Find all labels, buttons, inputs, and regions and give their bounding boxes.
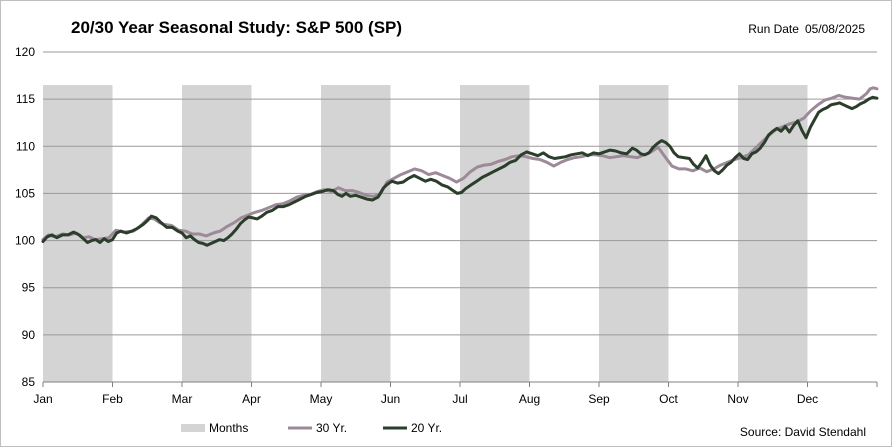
- y-tick-label: 120: [15, 45, 35, 59]
- run-date-label: Run Date: [748, 22, 799, 36]
- legend-label-30yr: 30 Yr.: [316, 421, 347, 435]
- x-tick-label: Jun: [381, 392, 400, 406]
- y-tick-label: 90: [22, 328, 36, 342]
- x-tick-label: Mar: [172, 392, 193, 406]
- y-tick-label: 85: [22, 375, 36, 389]
- month-band-sep: [599, 85, 669, 382]
- legend-label-20yr: 20 Yr.: [411, 421, 442, 435]
- month-band-nov: [738, 85, 808, 382]
- x-tick-label: Nov: [727, 392, 748, 406]
- x-tick-label: May: [310, 392, 333, 406]
- legend-label-months: Months: [209, 421, 248, 435]
- run-date: Run Date 05/08/2025: [748, 22, 865, 36]
- x-tick-label: Apr: [242, 392, 261, 406]
- series-line-20yr: [41, 95, 879, 247]
- x-tick-label: Oct: [659, 392, 678, 406]
- month-band-jul: [460, 85, 530, 382]
- source-credit: Source: David Stendahl: [739, 425, 866, 439]
- x-tick-label: Aug: [519, 392, 540, 406]
- legend: Months 30 Yr. 20 Yr.: [181, 421, 442, 435]
- x-tick-label: Jan: [33, 392, 52, 406]
- x-tick-label: Feb: [102, 392, 123, 406]
- legend-swatch-months: [181, 424, 205, 432]
- y-tick-label: 100: [15, 234, 35, 248]
- run-date-value: 05/08/2025: [804, 22, 865, 36]
- month-band-may: [321, 85, 391, 382]
- x-tick-label: Dec: [797, 392, 818, 406]
- grid-lines: [43, 51, 877, 336]
- chart-title: 20/30 Year Seasonal Study: S&P 500 (SP): [71, 18, 403, 37]
- x-tick-label: Jul: [452, 392, 467, 406]
- y-tick-label: 105: [15, 186, 35, 200]
- x-axis: Jan Feb Mar Apr May Jun Jul Aug Sep Oct Nov Dec: [33, 381, 878, 406]
- month-bands: [43, 85, 808, 382]
- y-tick-label: 95: [22, 281, 36, 295]
- y-tick-label: 115: [16, 92, 35, 106]
- series-lines: [41, 86, 879, 247]
- x-tick-label: Sep: [588, 392, 610, 406]
- y-axis-ticks: 85 90 95 100 105 110 115 120: [15, 45, 35, 389]
- y-tick-label: 110: [16, 139, 35, 153]
